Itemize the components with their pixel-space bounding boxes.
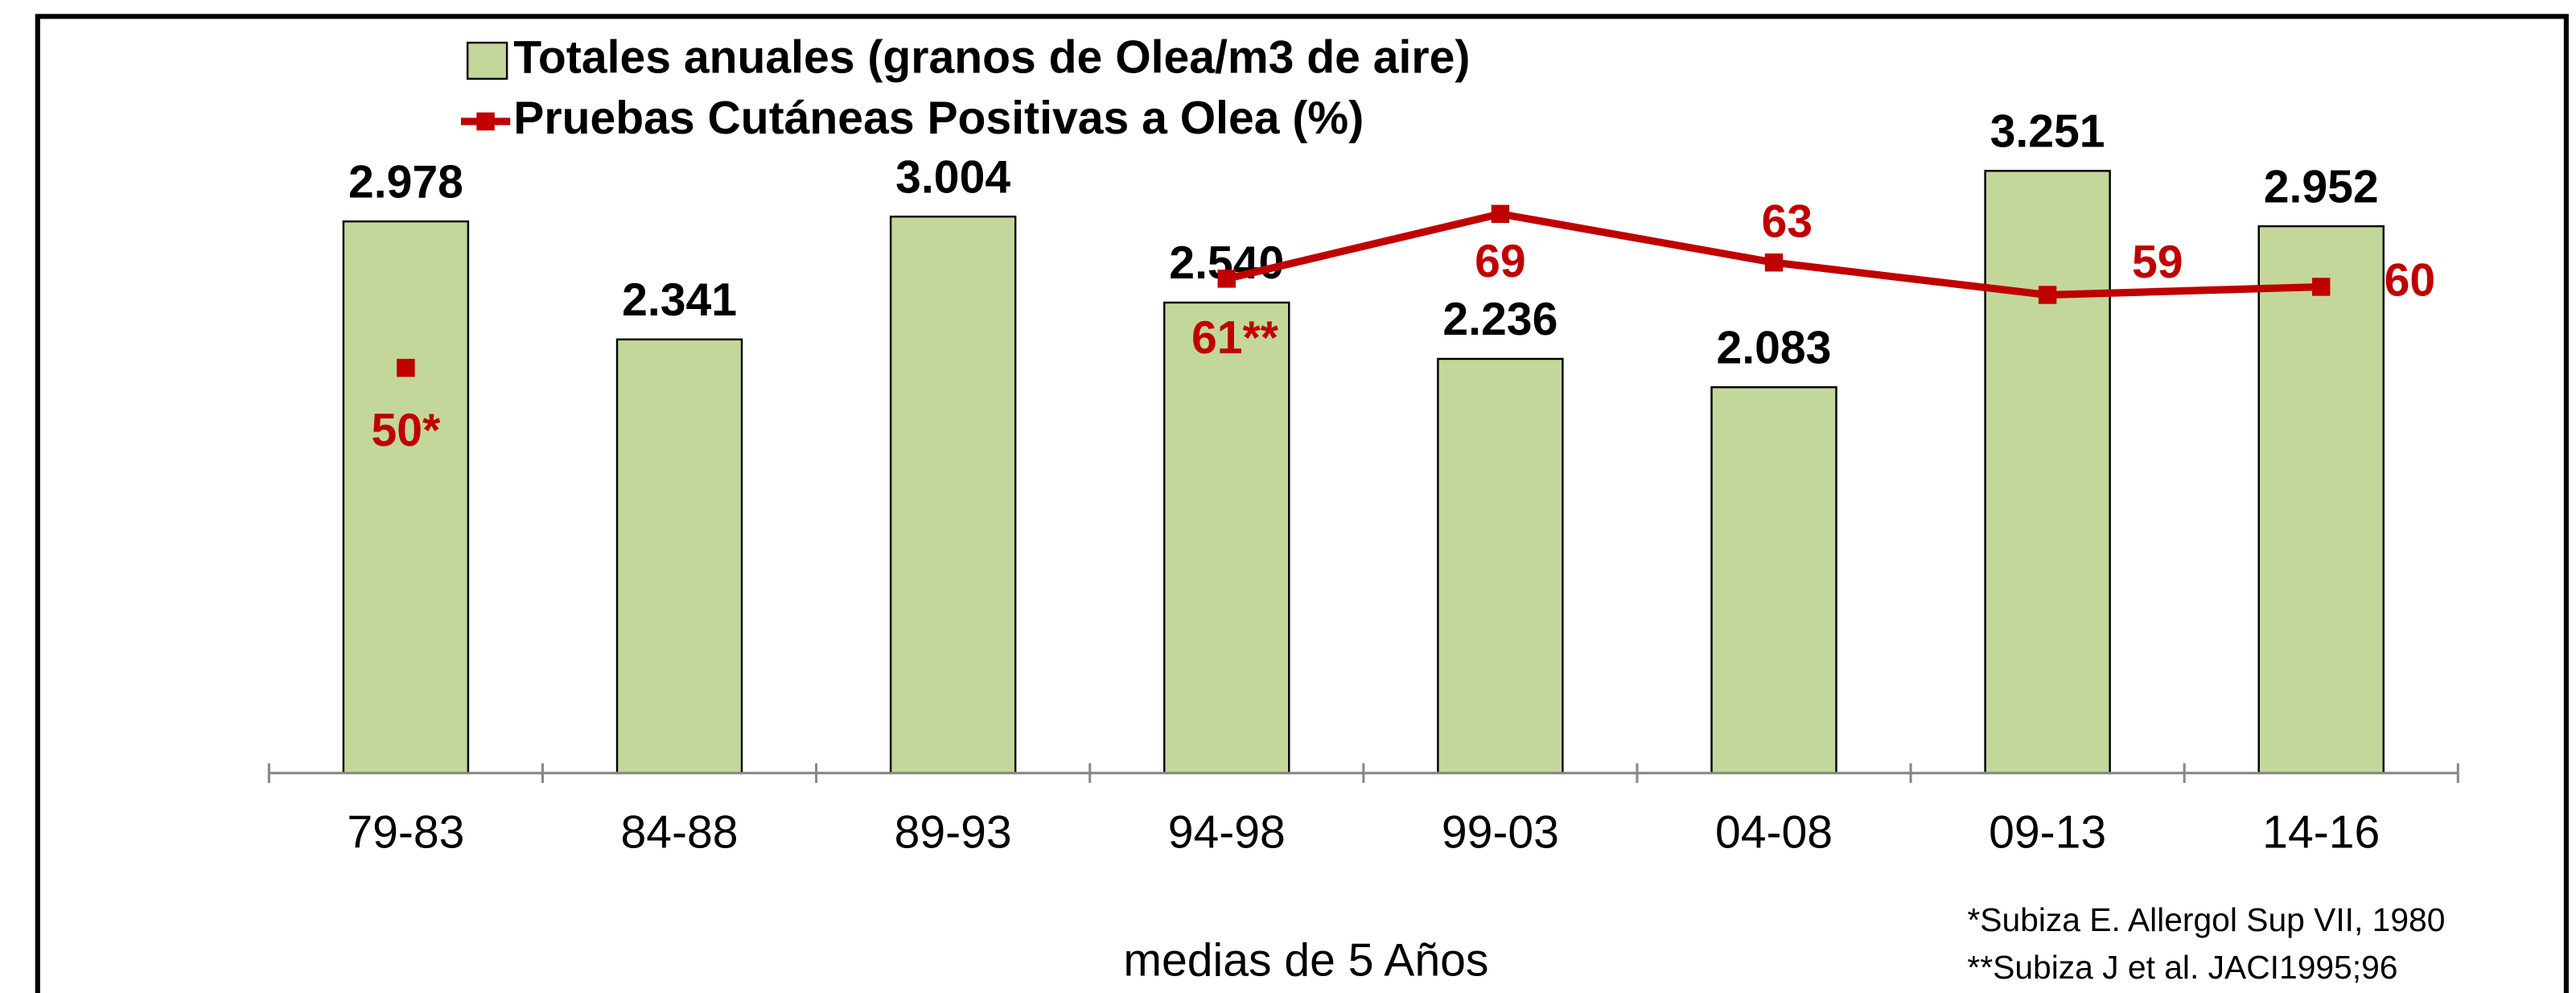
footnote: *Subiza E. Allergol Sup VII, 1980 bbox=[1967, 901, 2445, 938]
bar bbox=[342, 220, 470, 774]
x-tick-label: 94-98 bbox=[1168, 806, 1286, 858]
footnote: **Subiza J et al. JACI1995;96 bbox=[1967, 949, 2397, 986]
data-label: 2.083 bbox=[1717, 322, 1832, 373]
line-marker bbox=[1217, 270, 1236, 288]
line-marker bbox=[1764, 253, 1784, 272]
data-label: 3.004 bbox=[895, 151, 1010, 203]
x-tick-label: 99-03 bbox=[1442, 806, 1559, 858]
x-tick-label: 84-88 bbox=[620, 806, 738, 858]
data-label: 3.251 bbox=[1990, 106, 2105, 158]
data-label: 2.341 bbox=[622, 274, 737, 326]
line-marker bbox=[2038, 286, 2057, 304]
data-label: 63 bbox=[1762, 196, 1813, 247]
data-label: 60 bbox=[2385, 254, 2436, 306]
x-axis-label: medias de 5 Años bbox=[1123, 934, 1488, 986]
line-marker bbox=[397, 358, 415, 377]
x-tick-label: 09-13 bbox=[1989, 806, 2106, 858]
data-label: 50* bbox=[372, 405, 442, 456]
legend-label: Totales anuales (granos de Olea/m3 de ai… bbox=[513, 32, 1470, 84]
x-tick-label: 14-16 bbox=[2262, 806, 2380, 858]
data-label: 61** bbox=[1191, 312, 1279, 364]
data-label: 2.952 bbox=[2264, 161, 2379, 212]
data-label: 2.236 bbox=[1442, 294, 1558, 345]
x-tick-label: 04-08 bbox=[1715, 806, 1833, 858]
bar bbox=[615, 338, 743, 774]
x-tick-label: 89-93 bbox=[895, 806, 1012, 858]
data-label: 69 bbox=[1475, 236, 1526, 287]
bar bbox=[1163, 301, 1290, 774]
legend-swatch bbox=[466, 41, 508, 80]
data-label: 59 bbox=[2132, 237, 2183, 288]
legend-label: Pruebas Cutáneas Positivas a Olea (%) bbox=[513, 93, 1364, 144]
legend-swatch bbox=[476, 112, 495, 131]
bar bbox=[2257, 225, 2385, 774]
data-label: 2.978 bbox=[348, 156, 463, 208]
bar bbox=[889, 215, 1017, 774]
x-tick-label: 79-83 bbox=[347, 806, 464, 858]
bar bbox=[1437, 357, 1564, 774]
line-marker bbox=[2312, 278, 2331, 296]
line-marker bbox=[1491, 204, 1510, 224]
bar bbox=[1710, 385, 1837, 774]
bar bbox=[1984, 170, 2111, 774]
